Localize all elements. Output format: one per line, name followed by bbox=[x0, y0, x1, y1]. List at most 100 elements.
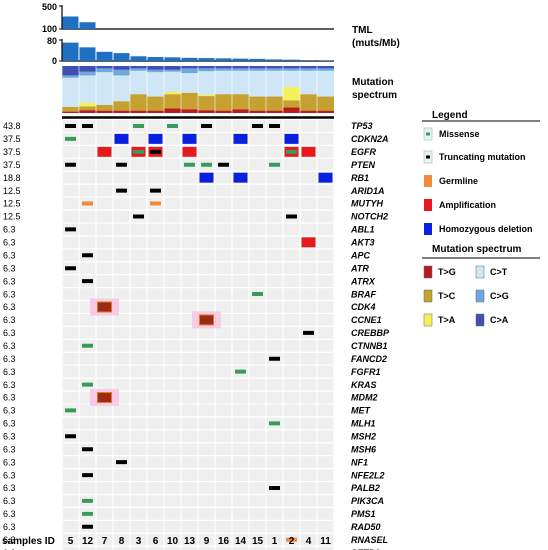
spectrum-segment bbox=[198, 96, 215, 111]
spectrum-segment bbox=[215, 68, 232, 71]
spectrum-segment bbox=[147, 96, 164, 111]
gene-name: RB1 bbox=[351, 173, 369, 183]
spectrum-segment bbox=[232, 94, 249, 110]
tml-bar-upper bbox=[79, 22, 96, 29]
gene-name: PTEN bbox=[351, 160, 376, 170]
sample-id: 8 bbox=[119, 536, 125, 547]
gene-name: MDM2 bbox=[351, 393, 378, 403]
spectrum-segment bbox=[164, 66, 181, 70]
spectrum-segment bbox=[79, 102, 96, 107]
tml-title-units: (muts/Mb) bbox=[352, 38, 400, 49]
amplification-tg-mark bbox=[97, 301, 112, 313]
deletion-mark bbox=[199, 172, 214, 183]
spectrum-segment bbox=[300, 110, 317, 113]
amplification-tg-mark bbox=[199, 314, 214, 326]
truncating-mark bbox=[269, 356, 280, 361]
mutation-spectrum-panel: Mutation spectrum bbox=[61, 66, 397, 113]
gene-frequency: 6.3 bbox=[3, 483, 16, 493]
spectrum-segment bbox=[232, 66, 249, 69]
spectrum-segment bbox=[215, 66, 232, 69]
legend: Legend Missense Truncating mutation Germlin… bbox=[422, 110, 540, 327]
spectrum-segment bbox=[113, 66, 130, 70]
spectrum-legend-swatch bbox=[423, 313, 433, 327]
gene-frequency: 37.5 bbox=[3, 134, 21, 144]
truncating-mark bbox=[116, 188, 127, 193]
missense-mark bbox=[167, 123, 178, 128]
truncating-mark bbox=[65, 162, 76, 167]
spectrum-legend-swatch bbox=[423, 289, 433, 303]
truncating-mark bbox=[82, 123, 93, 128]
missense-mark bbox=[269, 421, 280, 426]
spectrum-legend-swatch bbox=[475, 289, 485, 303]
truncating-mark bbox=[252, 123, 263, 128]
tml-bar bbox=[300, 60, 317, 61]
truncating-mark bbox=[201, 123, 212, 128]
sample-id: 11 bbox=[320, 536, 331, 547]
spectrum-segment bbox=[79, 75, 96, 103]
oncoprint-grid bbox=[61, 116, 335, 550]
gene-frequency: 37.5 bbox=[3, 160, 21, 170]
spectrum-segment bbox=[96, 66, 113, 69]
truncating-mark bbox=[65, 227, 76, 232]
gene-frequency: 12.5 bbox=[3, 212, 21, 222]
truncating-mark bbox=[82, 253, 93, 258]
spectrum-segment bbox=[130, 94, 147, 111]
spectrum-legend-label: C>A bbox=[490, 315, 509, 325]
truncating-mark bbox=[82, 473, 93, 478]
legend-swatch bbox=[424, 223, 432, 235]
spectrum-segment bbox=[300, 66, 317, 69]
legend-item-label: Truncating mutation bbox=[439, 152, 526, 162]
spectrum-segment bbox=[147, 110, 164, 113]
gene-frequency: 6.3 bbox=[3, 328, 16, 338]
gene-name: NFE2L2 bbox=[351, 470, 385, 480]
spectrum-legend-label: T>C bbox=[438, 291, 456, 301]
deletion-mark bbox=[148, 133, 163, 144]
legend-item-label: Missense bbox=[439, 129, 480, 139]
spectrum-title: Mutation bbox=[352, 77, 394, 88]
gene-name: EGFR bbox=[351, 147, 377, 157]
truncating-mark bbox=[150, 149, 161, 154]
tml-bar bbox=[147, 57, 164, 61]
spectrum-legend-label: T>G bbox=[438, 267, 456, 277]
tml-bar bbox=[181, 57, 198, 61]
tml-title: TML bbox=[352, 25, 373, 36]
spectrum-segment bbox=[198, 94, 215, 97]
gene-frequency: 6.3 bbox=[3, 367, 16, 377]
missense-mark bbox=[286, 149, 297, 154]
sample-id: 4 bbox=[306, 536, 312, 547]
spectrum-segment bbox=[113, 101, 130, 111]
gene-frequency: 6.3 bbox=[3, 393, 16, 403]
spectrum-segment bbox=[249, 110, 266, 113]
missense-mark bbox=[184, 162, 195, 167]
gene-name: CDKN2A bbox=[351, 134, 389, 144]
gene-frequency: 6.3 bbox=[3, 535, 16, 545]
spectrum-segment bbox=[62, 66, 79, 76]
amplification-mark bbox=[301, 146, 316, 157]
tml-tick-label: 0 bbox=[52, 56, 57, 66]
deletion-mark bbox=[182, 133, 197, 144]
truncating-mark bbox=[65, 266, 76, 271]
gene-name: AKT3 bbox=[350, 238, 375, 248]
spectrum-segment bbox=[283, 70, 300, 88]
spectrum-segment bbox=[266, 70, 283, 97]
legend-swatch-bar bbox=[426, 155, 430, 159]
gene-name: CTNNB1 bbox=[351, 341, 388, 351]
spectrum-segment bbox=[113, 75, 130, 102]
spectrum-segment bbox=[79, 106, 96, 111]
gene-name: MUTYH bbox=[351, 199, 383, 209]
gene-name: KRAS bbox=[351, 380, 377, 390]
tml-bar-upper bbox=[62, 16, 79, 29]
sample-id: 10 bbox=[167, 536, 179, 547]
spectrum-legend-title: Mutation spectrum bbox=[432, 244, 522, 255]
legend-swatch-bar bbox=[426, 132, 430, 136]
spectrum-segment bbox=[130, 66, 147, 69]
gene-frequency: 6.3 bbox=[3, 419, 16, 429]
truncating-mark bbox=[82, 279, 93, 284]
spectrum-segment bbox=[130, 68, 147, 71]
deletion-mark bbox=[233, 172, 248, 183]
spectrum-segment bbox=[215, 70, 232, 95]
legend-swatch bbox=[424, 199, 432, 211]
gene-frequency: 12.5 bbox=[3, 186, 21, 196]
sample-id: 7 bbox=[102, 536, 108, 547]
